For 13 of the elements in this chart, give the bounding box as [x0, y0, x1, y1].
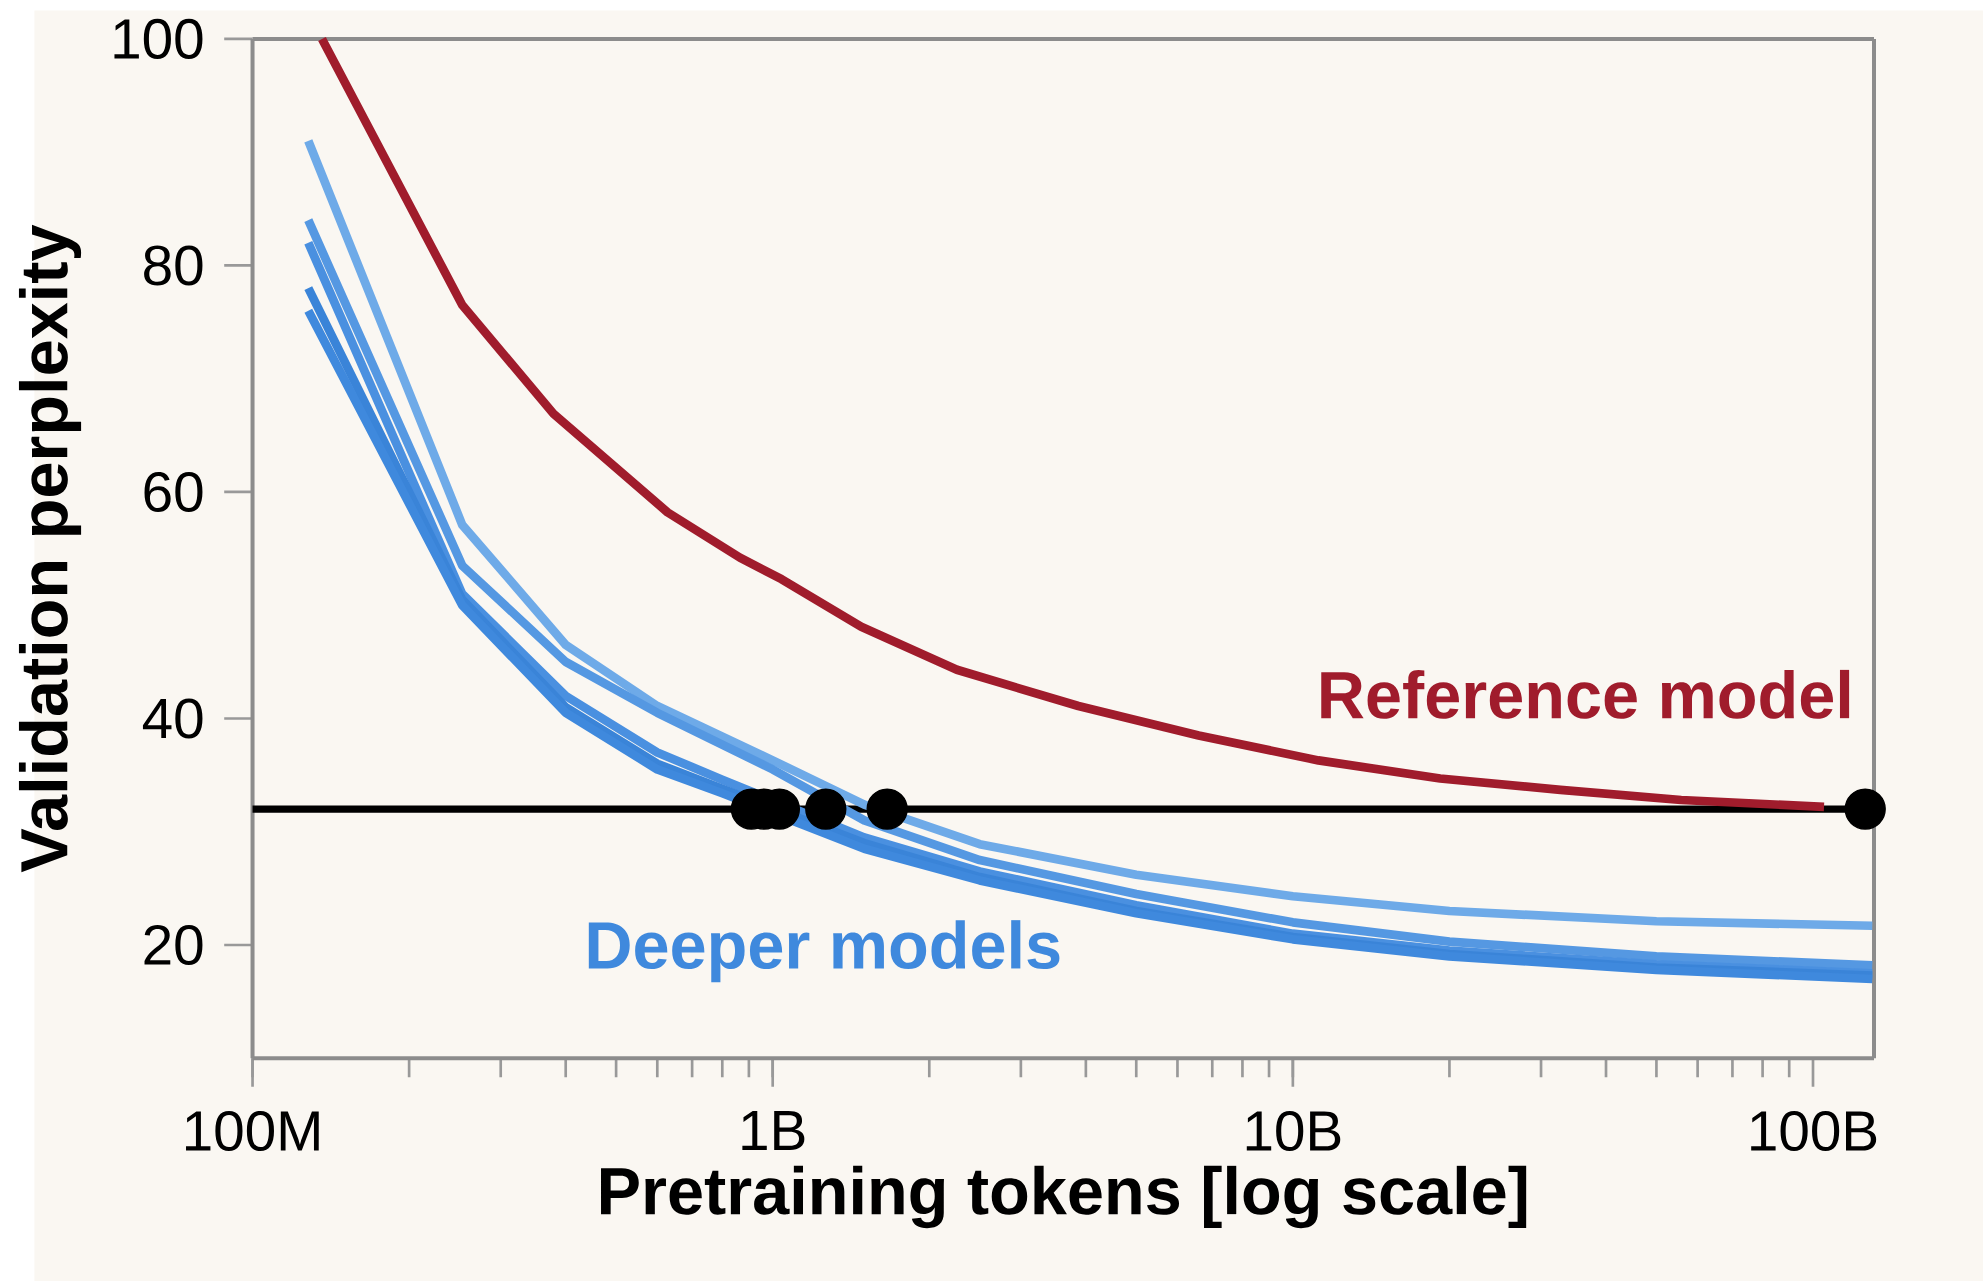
- y-axis-title: Validation perplexity: [18, 224, 82, 873]
- y-tick-label: 40: [142, 698, 203, 739]
- x-tick-label: 10B: [1246, 1110, 1341, 1152]
- x-axis-title: Pretraining tokens [log scale]: [601, 1165, 1527, 1229]
- x-tick-label: 1B: [742, 1110, 805, 1150]
- y-tick-label: 60: [144, 471, 203, 512]
- series-label: Reference model: [1321, 669, 1850, 719]
- series-label: Deeper models: [588, 920, 1060, 983]
- x-tick-label: 100M: [186, 1110, 319, 1152]
- x-tick-label: 100B: [1751, 1110, 1877, 1152]
- y-tick-label: 80: [144, 245, 203, 286]
- y-tick-label: 100: [114, 18, 203, 59]
- y-tick-label: 20: [144, 924, 203, 966]
